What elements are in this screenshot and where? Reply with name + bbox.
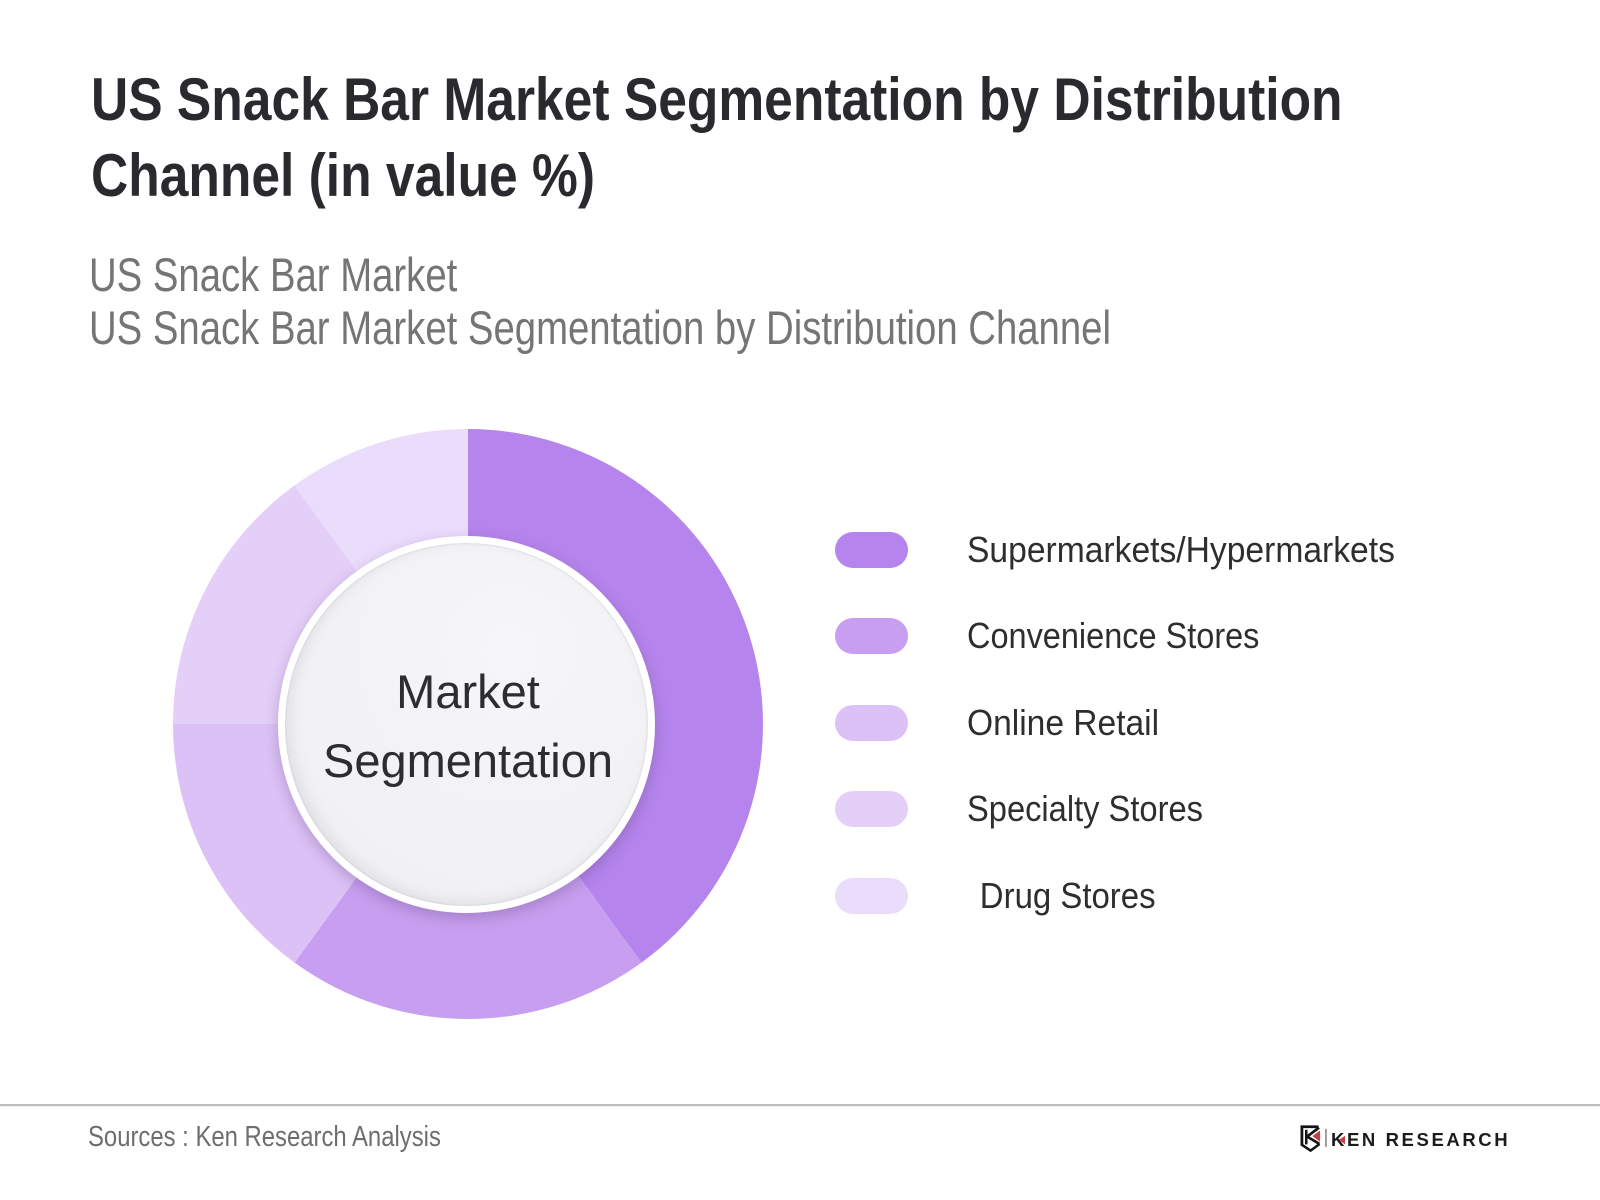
svg-text:KEN RESEARCH: KEN RESEARCH [1331,1129,1510,1150]
